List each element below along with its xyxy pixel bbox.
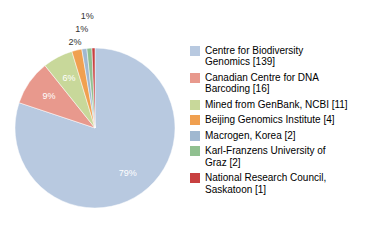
svg-text:1%: 1% xyxy=(75,24,88,34)
html-text:Mined from GenBank, NCBI [11]: Mined from GenBank, NCBI [11] xyxy=(205,98,348,110)
html-text:Beijing Genomics Institute [4]: Beijing Genomics Institute [4] xyxy=(205,114,335,126)
html-text:Karl-Franzens University of Gr: Karl-Franzens University of Graz [2] xyxy=(205,145,326,168)
svg-text:2%: 2% xyxy=(68,37,81,47)
html-text:Centre for Biodiversity Genomi: Centre for Biodiversity Genomics [139] xyxy=(205,44,304,68)
svg-text:1%: 1% xyxy=(81,11,94,21)
html-text:National Research Council, Sas: National Research Council, Saskatoon [1] xyxy=(205,172,327,195)
html-text:Canadian Centre for DNA Barcod: Canadian Centre for DNA Barcoding [16] xyxy=(205,71,319,95)
svg-text:6%: 6% xyxy=(62,73,75,83)
svg-text:9%: 9% xyxy=(43,91,56,101)
svg-text:79%: 79% xyxy=(119,168,137,178)
html-text:Macrogen, Korea [2]: Macrogen, Korea [2] xyxy=(205,129,296,141)
